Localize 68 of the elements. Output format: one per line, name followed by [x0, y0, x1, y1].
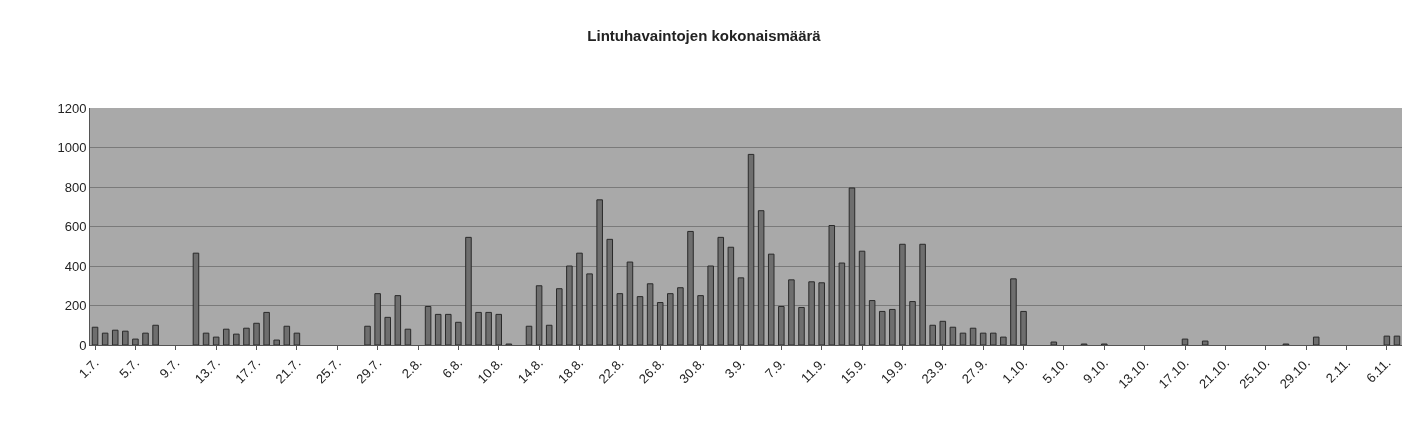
- bar: [445, 313, 452, 345]
- x-tick-label: 3.9.: [721, 355, 748, 382]
- bar: [1000, 336, 1007, 345]
- bar: [475, 311, 482, 345]
- bar: [233, 333, 240, 345]
- y-tick-label: 800: [64, 179, 87, 195]
- x-tick-label: 11.9.: [798, 355, 829, 386]
- bar: [273, 339, 280, 345]
- bar: [1181, 338, 1189, 345]
- bar: [1383, 335, 1391, 345]
- bar: [495, 313, 503, 345]
- bar: [878, 310, 886, 345]
- bar: [212, 336, 220, 345]
- y-tick-label: 1200: [57, 100, 87, 116]
- bar: [1050, 341, 1058, 345]
- x-tick-label: 2.8.: [398, 355, 425, 382]
- y-tick-label: 200: [64, 298, 87, 314]
- x-tick-label: 14.8.: [514, 355, 546, 387]
- bar: [243, 327, 250, 345]
- y-tick-label: 600: [64, 219, 87, 235]
- bar: [1393, 335, 1401, 345]
- bar: [384, 316, 391, 345]
- x-tick-label: 9.7.: [156, 355, 183, 382]
- bar: [889, 308, 896, 345]
- bar: [101, 332, 109, 345]
- bar: [949, 326, 957, 345]
- x-tick-label: 7.9.: [762, 355, 789, 382]
- x-tick-label: 5.7.: [116, 355, 143, 382]
- bar: [142, 332, 149, 345]
- bar: [132, 338, 139, 345]
- x-tick-label: 9.10.: [1079, 355, 1111, 387]
- bar: [222, 328, 230, 345]
- chart-title: Lintuhavaintojen kokonaismäärä: [587, 27, 822, 45]
- bar: [152, 324, 159, 345]
- bar: [1201, 340, 1209, 345]
- bar: [485, 311, 492, 345]
- bar: [545, 324, 553, 345]
- x-tick-label: 6.11.: [1363, 355, 1394, 386]
- bar: [929, 324, 936, 345]
- bar: [253, 322, 260, 345]
- bar: [122, 330, 129, 345]
- bar: [202, 332, 210, 345]
- bar: [979, 332, 987, 345]
- bar: [111, 329, 119, 345]
- bar: [1020, 310, 1027, 345]
- x-tick-label: 15.9.: [837, 355, 869, 387]
- bar: [969, 327, 977, 345]
- bar: [959, 332, 967, 345]
- bar: [1312, 336, 1320, 345]
- bar: [525, 325, 533, 345]
- x-tick-label: 30.8.: [676, 355, 708, 387]
- y-tick-label: 400: [64, 258, 87, 274]
- x-tick-label: 1.7.: [75, 355, 102, 382]
- x-tick-label: 2.11.: [1322, 355, 1354, 386]
- bar: [939, 320, 947, 345]
- bar: [91, 326, 99, 345]
- bar: [364, 325, 371, 345]
- y-tick-label: 1000: [57, 140, 87, 156]
- x-tick-label: 6.8.: [439, 355, 466, 382]
- bar: [989, 332, 997, 345]
- bar: [404, 328, 412, 345]
- bar: [293, 332, 301, 345]
- bar: [455, 321, 462, 345]
- bar: [434, 313, 442, 345]
- x-tick-label: 5.10.: [1039, 355, 1071, 387]
- bar: [263, 311, 270, 345]
- y-tick-label: 0: [79, 337, 87, 353]
- bar: [283, 325, 291, 345]
